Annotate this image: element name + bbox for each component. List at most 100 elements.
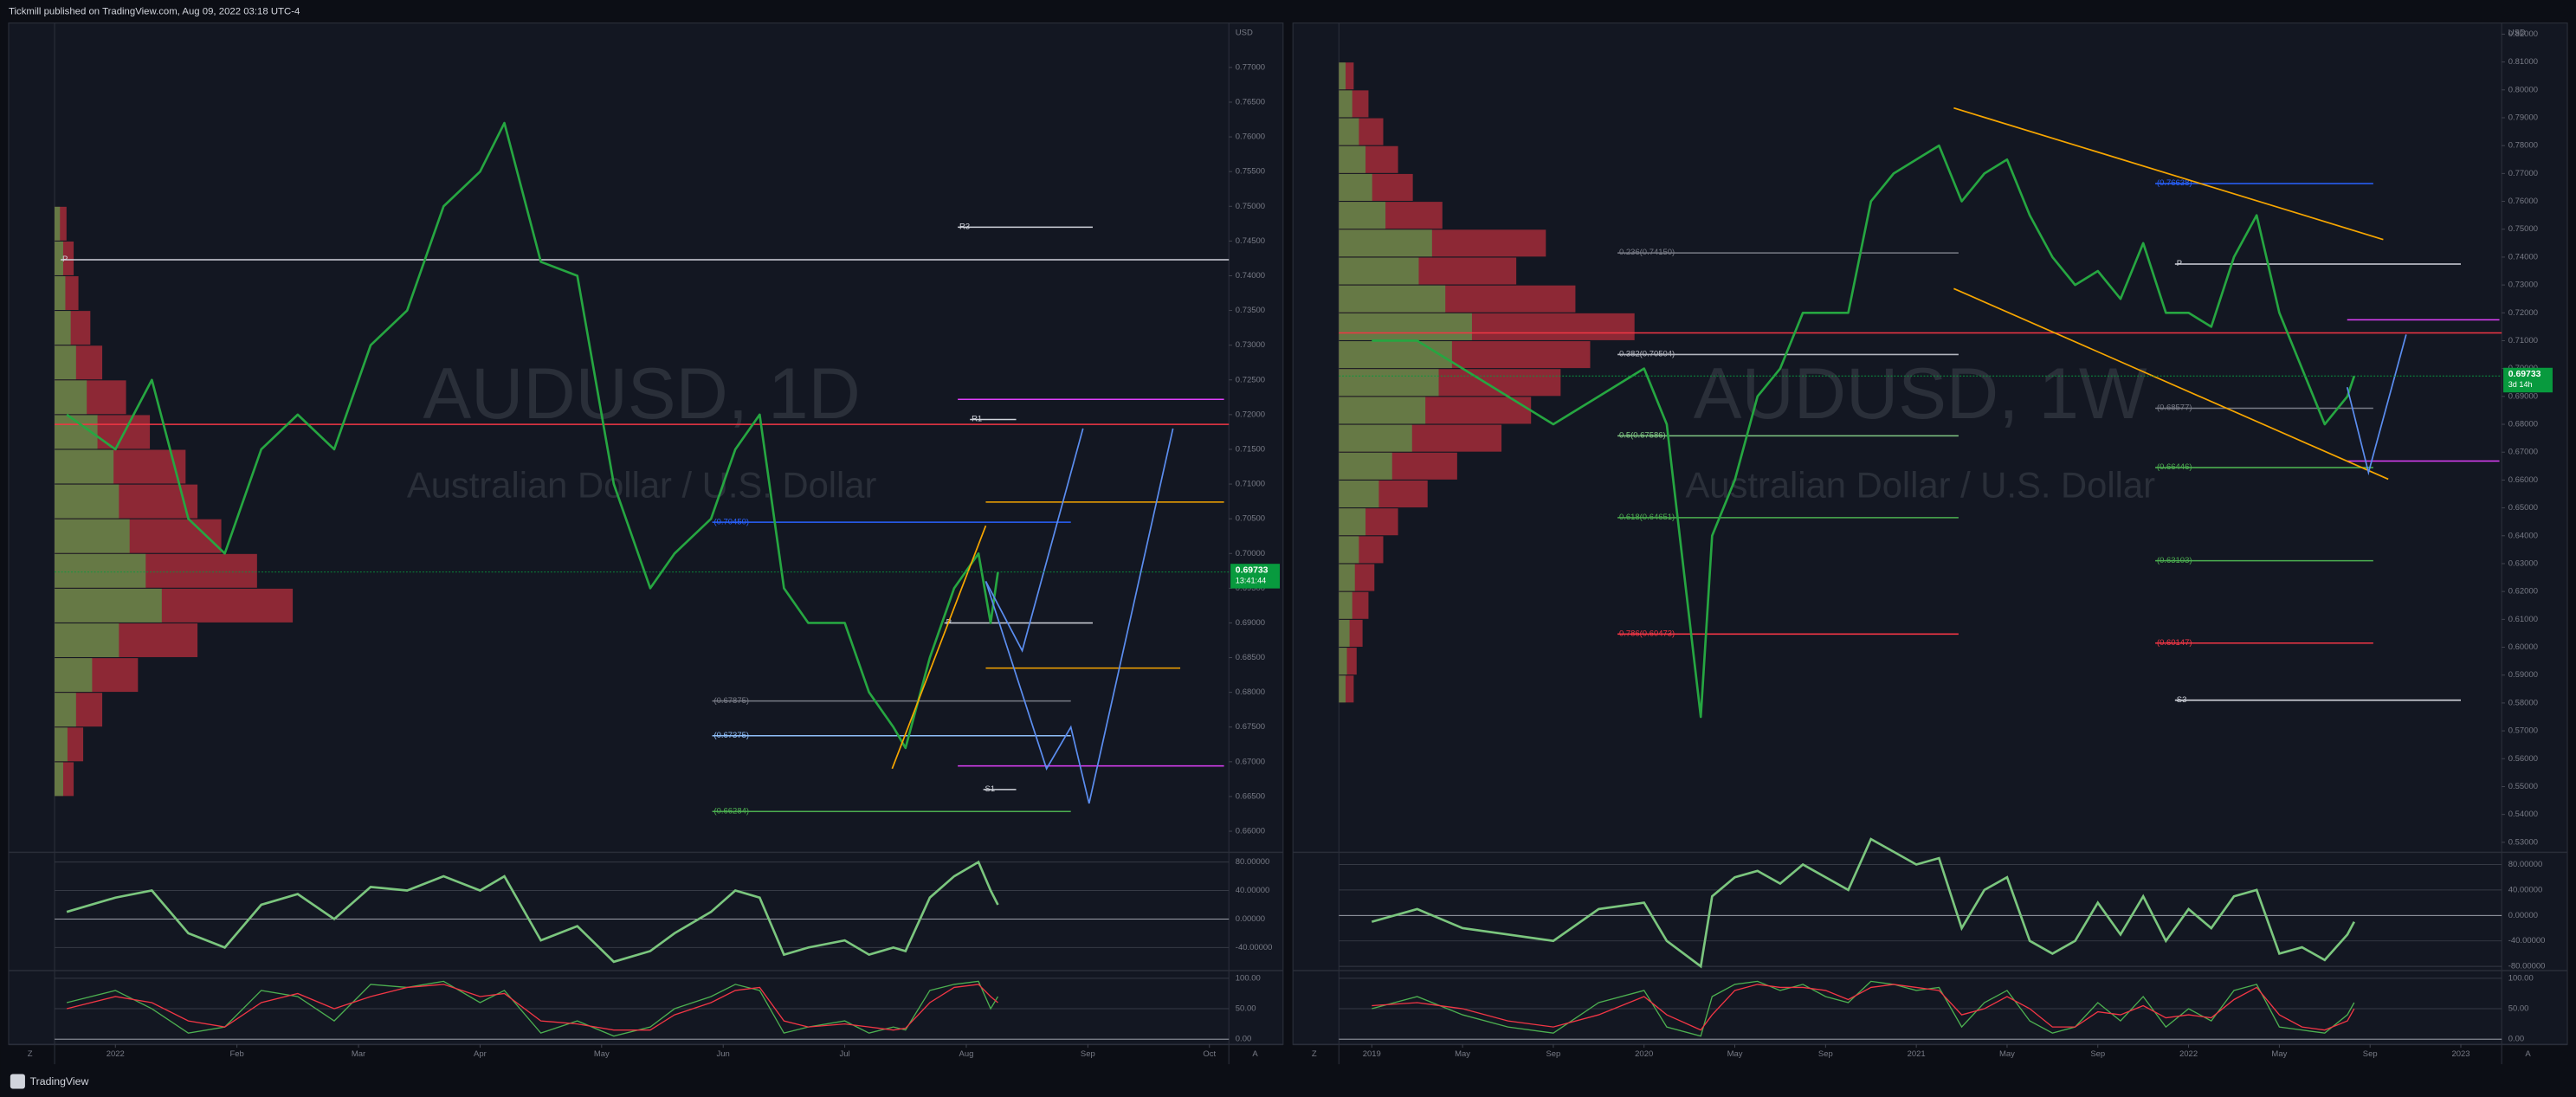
- volume-profile-up-part: [55, 345, 76, 380]
- level-label: 0.786(0.60473): [1619, 629, 1675, 638]
- x-tick-label: 2019: [1363, 1049, 1381, 1059]
- y-tick-label: 0.67000: [2508, 448, 2538, 457]
- x-tick-label: Feb: [229, 1049, 243, 1059]
- volume-profile-up-part: [55, 484, 119, 519]
- price-line: [66, 121, 999, 750]
- y-tick-label: 0.68500: [1236, 653, 1265, 662]
- y-tick-label: 0.64000: [2508, 531, 2538, 540]
- volume-profile-up-part: [1339, 313, 1472, 340]
- y-tick-label: 0.71000: [2508, 336, 2538, 345]
- x-tick-label: Apr: [474, 1049, 487, 1059]
- watermark-description: Australian Dollar / U.S. Dollar: [407, 464, 877, 505]
- y-tick-label: 0.82000: [2508, 29, 2538, 39]
- volume-profile-up-part: [55, 380, 87, 415]
- volume-profile-up-part: [1339, 591, 1353, 619]
- level-label: S1: [985, 784, 996, 794]
- y-tick-label: 0.76500: [1236, 97, 1265, 106]
- trend-drawing: [985, 428, 1084, 653]
- x-tick-label: Aug: [959, 1049, 974, 1059]
- axis-button[interactable]: A: [2525, 1049, 2531, 1059]
- level-label: (0.68577): [2157, 403, 2192, 413]
- volume-profile-up-part: [1339, 202, 1386, 229]
- x-tick-label: Sep: [1818, 1049, 1833, 1059]
- y-tick-label: 0.67000: [1236, 757, 1265, 766]
- x-tick-label: May: [594, 1049, 610, 1059]
- level-label: (0.66446): [2157, 462, 2192, 472]
- level-label: P: [2177, 259, 2182, 268]
- volume-profile-up-part: [55, 311, 71, 345]
- x-tick-label: 2021: [1908, 1049, 1926, 1059]
- level-label: S3: [2177, 695, 2187, 705]
- y-tick-label: 0.58000: [2508, 698, 2538, 707]
- y-tick-label: 0.69000: [1236, 618, 1265, 628]
- y-tick-label: 0.73500: [1236, 306, 1265, 315]
- volume-profile-up-part: [55, 588, 162, 623]
- y-tick-label: 0.81000: [2508, 57, 2538, 67]
- y-tick-label: 0.75000: [1236, 202, 1265, 211]
- indicator-tick-label: -40.00000: [2508, 936, 2546, 945]
- indicator-tick-label: 0.00000: [1236, 914, 1265, 924]
- last-price-tag: [1230, 564, 1281, 589]
- x-tick-label: 2022: [2179, 1049, 2198, 1059]
- y-tick-label: 0.71500: [1236, 444, 1265, 454]
- indicator-tick-label: 0.00: [1236, 1035, 1251, 1044]
- level-label: (0.66284): [713, 806, 749, 816]
- y-tick-label: 0.72000: [1236, 410, 1265, 419]
- indicator-tick-label: 100.00: [2508, 973, 2534, 983]
- y-tick-label: 0.66500: [1236, 791, 1265, 801]
- indicator-line: [1372, 984, 2355, 1031]
- y-tick-label: 0.76000: [1236, 132, 1265, 142]
- volume-profile-up-part: [1339, 536, 1359, 564]
- trend-drawing: [1953, 106, 2384, 241]
- y-tick-label: 0.73000: [1236, 340, 1265, 350]
- volume-profile-up-part: [1339, 173, 1372, 201]
- volume-profile-up-part: [1339, 229, 1432, 257]
- level-label: 0.618(0.64651): [1619, 513, 1675, 522]
- x-tick-label: 2020: [1635, 1049, 1653, 1059]
- indicator-line: [66, 980, 999, 1037]
- trend-drawing: [2346, 334, 2407, 476]
- axis-button[interactable]: Z: [28, 1049, 33, 1059]
- y-tick-label: 0.69000: [2508, 391, 2538, 401]
- y-tick-label: 0.66000: [2508, 475, 2538, 485]
- indicator-tick-label: -80.00000: [2508, 962, 2546, 971]
- level-label: (0.60147): [2157, 638, 2192, 648]
- volume-profile-up-part: [1339, 508, 1366, 536]
- y-tick-label: 0.73000: [2508, 281, 2538, 290]
- last-price-countdown: 3d 14h: [2508, 380, 2533, 389]
- volume-profile-up-part: [1339, 62, 1346, 90]
- y-tick-label: 0.75000: [2508, 224, 2538, 234]
- axis-button[interactable]: A: [1252, 1049, 1258, 1059]
- axis-button[interactable]: Z: [1312, 1049, 1317, 1059]
- price-line: [1372, 144, 2356, 719]
- brand-name: TradingView: [30, 1075, 89, 1087]
- y-tick-label: 0.54000: [2508, 810, 2538, 819]
- y-tick-label: 0.57000: [2508, 726, 2538, 736]
- watermark-symbol: AUDUSD, 1W: [1694, 352, 2147, 434]
- volume-profile-up-part: [1339, 480, 1379, 508]
- volume-profile-up-part: [55, 727, 68, 762]
- y-tick-label: 0.70500: [1236, 514, 1265, 524]
- y-tick-label: 0.53000: [2508, 837, 2538, 847]
- level-label: (0.67375): [713, 731, 749, 740]
- y-tick-label: 0.72000: [2508, 308, 2538, 318]
- volume-profile-up-part: [1339, 648, 1347, 675]
- volume-profile-up-part: [1339, 675, 1346, 703]
- x-tick-label: Jun: [717, 1049, 730, 1059]
- volume-profile-up-part: [55, 762, 63, 797]
- volume-profile-up-part: [1339, 619, 1350, 647]
- volume-profile-up-part: [55, 553, 146, 588]
- volume-profile-up-part: [55, 623, 119, 657]
- price-axis-unit: USD: [1236, 28, 1253, 37]
- trend-drawing: [985, 428, 1174, 804]
- indicator-line: [66, 860, 999, 964]
- volume-profile-up-part: [55, 241, 63, 275]
- indicator-tick-label: 50.00: [1236, 1004, 1256, 1014]
- y-tick-label: 0.68000: [2508, 420, 2538, 429]
- volume-profile-up-part: [1339, 90, 1353, 118]
- x-tick-label: 2023: [2451, 1049, 2469, 1059]
- volume-profile-up-part: [1339, 452, 1392, 480]
- level-label: (0.70450): [713, 517, 749, 526]
- x-tick-label: May: [1727, 1049, 1743, 1059]
